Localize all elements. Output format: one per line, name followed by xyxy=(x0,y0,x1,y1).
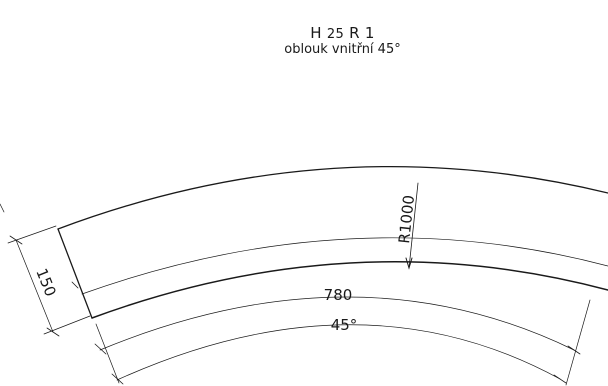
angle-tick-right xyxy=(553,374,567,384)
drawing-subtitle: oblouk vnitřní 45° xyxy=(284,42,401,57)
arc-length-label: 780 xyxy=(324,286,353,304)
width-tick-bottom xyxy=(46,327,60,337)
arc-length-tick-left xyxy=(94,343,107,355)
drawing-title: H 25 R 1 xyxy=(0,24,608,42)
width-ext-top xyxy=(7,225,57,244)
face-line xyxy=(81,237,608,295)
width-tick-top xyxy=(9,235,23,245)
outer-arc xyxy=(57,166,608,230)
angle-dim xyxy=(116,324,561,381)
arc-length-tick-right xyxy=(567,345,581,355)
inner-arc xyxy=(91,261,608,319)
title-height: 25 xyxy=(326,27,345,42)
radius-label: R1000 xyxy=(395,194,418,244)
width-ext-bottom xyxy=(43,315,91,335)
radius-arrow-head xyxy=(405,257,413,270)
width-label: 150 xyxy=(32,266,59,299)
title-code: H xyxy=(310,24,322,42)
ext-left-lower xyxy=(95,323,120,384)
ext-right-lower xyxy=(565,299,591,386)
arc-length-dim xyxy=(99,296,575,351)
left-end-detail xyxy=(71,281,79,289)
edge-mark xyxy=(0,203,5,213)
width-dim-line xyxy=(15,239,54,333)
left-end xyxy=(57,228,93,319)
title-radius: R 1 xyxy=(349,24,375,42)
radius-leader xyxy=(408,182,419,269)
angle-label: 45° xyxy=(331,316,358,334)
